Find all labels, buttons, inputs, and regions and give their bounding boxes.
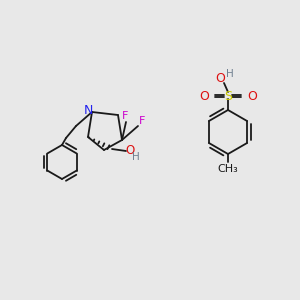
Text: S: S: [224, 89, 232, 103]
Text: O: O: [247, 89, 257, 103]
Text: H: H: [226, 69, 234, 79]
Text: O: O: [215, 73, 225, 85]
Text: F: F: [139, 116, 145, 126]
Text: O: O: [199, 89, 209, 103]
Text: CH₃: CH₃: [218, 164, 239, 174]
Text: O: O: [125, 145, 135, 158]
Text: N: N: [83, 103, 93, 116]
Text: F: F: [122, 111, 128, 121]
Text: H: H: [132, 152, 140, 162]
